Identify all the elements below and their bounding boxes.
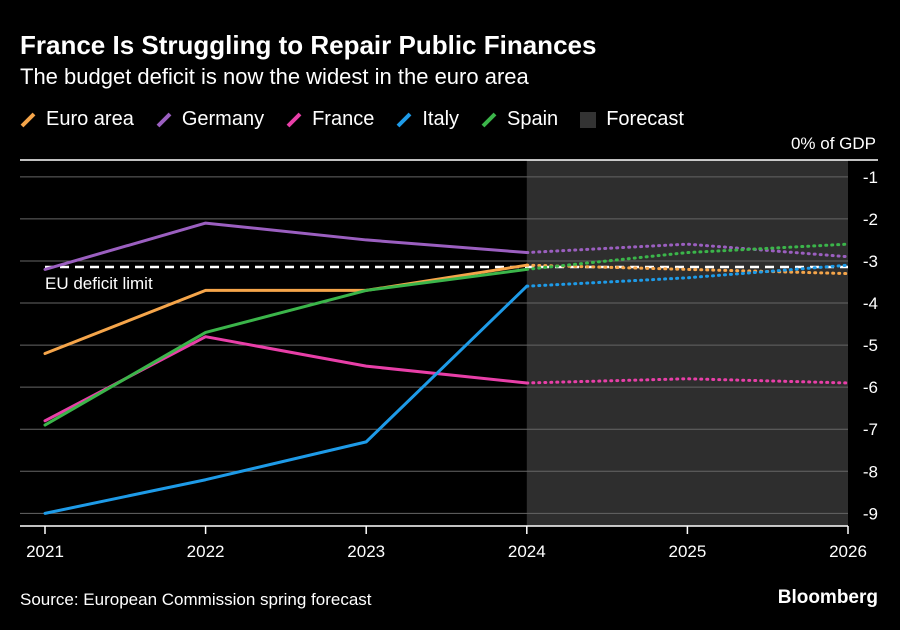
bloomberg-logo: Bloomberg — [777, 587, 878, 608]
legend-label-euro-area: Euro area — [46, 108, 134, 130]
chart-subtitle: The budget deficit is now the widest in … — [20, 64, 529, 89]
y-axis-unit-label: 0% of GDP — [790, 134, 876, 153]
chart-title: France Is Struggling to Repair Public Fi… — [20, 30, 597, 60]
eu-deficit-limit-label: EU deficit limit — [45, 274, 153, 293]
legend-swatch-euro-area — [20, 112, 36, 127]
y-tick-label: -6 — [863, 378, 878, 397]
series-forecast-line-euro-area — [525, 263, 850, 276]
legend-label-spain: Spain — [507, 108, 559, 130]
x-tick-label: 2026 — [829, 542, 867, 561]
y-tick-label: -2 — [863, 210, 878, 229]
series-line-france — [43, 335, 529, 423]
legend-label-italy: Italy — [422, 108, 460, 130]
x-tick-label: 2024 — [508, 542, 546, 561]
series-line-spain — [43, 267, 529, 427]
source-note: Source: European Commission spring forec… — [20, 590, 372, 609]
legend-swatch-spain — [481, 112, 497, 127]
y-tick-label: -9 — [863, 504, 878, 523]
series-forecast-line-italy — [525, 263, 850, 288]
legend-item-spain: Spain — [481, 108, 558, 131]
forecast-region — [526, 160, 848, 526]
legend-swatch-italy — [396, 112, 412, 127]
series-forecast-line-spain — [525, 242, 850, 271]
series-line-italy — [43, 284, 529, 515]
series-line-germany — [43, 221, 529, 271]
legend-swatch-france — [286, 112, 302, 127]
legend-item-euro-area: Euro area — [20, 108, 134, 131]
x-tick-label: 2023 — [347, 542, 385, 561]
legend-swatch-germany — [156, 112, 172, 127]
legend-item-france: France — [286, 108, 374, 131]
legend-label-forecast: Forecast — [606, 108, 684, 130]
series-line-euro-area — [43, 263, 529, 356]
y-tick-label: -3 — [863, 252, 878, 271]
legend-item-forecast: Forecast — [580, 108, 684, 131]
legend-item-italy: Italy — [396, 108, 459, 131]
x-tick-label: 2025 — [668, 542, 706, 561]
legend-label-france: France — [312, 108, 375, 130]
legend-item-germany: Germany — [156, 108, 264, 131]
legend-swatch-forecast — [580, 111, 597, 128]
legend: Euro area Germany France Italy Spain For… — [20, 108, 706, 131]
y-tick-label: -8 — [863, 462, 878, 481]
y-tick-label: -4 — [863, 294, 878, 313]
legend-label-germany: Germany — [181, 108, 265, 130]
y-tick-label: -5 — [863, 336, 878, 355]
series-forecast-line-germany — [525, 242, 850, 259]
x-tick-label: 2022 — [187, 542, 225, 561]
y-tick-label: -1 — [863, 168, 878, 187]
y-tick-label: -7 — [863, 420, 878, 439]
x-tick-label: 2021 — [26, 542, 64, 561]
series-forecast-line-france — [525, 377, 850, 385]
